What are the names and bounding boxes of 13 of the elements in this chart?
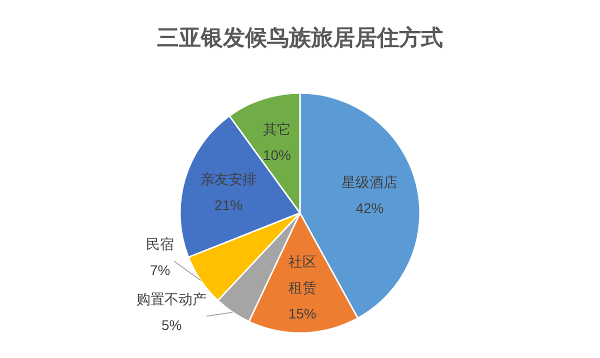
slice-label: 星级酒店 <box>342 174 398 190</box>
data-label: 15% <box>288 305 316 322</box>
data-label: 10% <box>262 147 292 164</box>
chart-title: 三亚银发候鸟族旅居居住方式 <box>157 25 443 50</box>
data-label: 21% <box>214 197 243 214</box>
slice-label: 社区租赁 <box>288 253 316 296</box>
slice-label: 亲友安排 <box>200 171 257 188</box>
slice-label: 其它 <box>263 121 292 138</box>
data-label: 7% <box>150 262 170 278</box>
slice-label: 民宿 <box>146 236 174 252</box>
slice-label: 购置不动产 <box>136 291 207 308</box>
data-label: 5% <box>161 317 182 334</box>
data-label: 42% <box>356 200 384 216</box>
